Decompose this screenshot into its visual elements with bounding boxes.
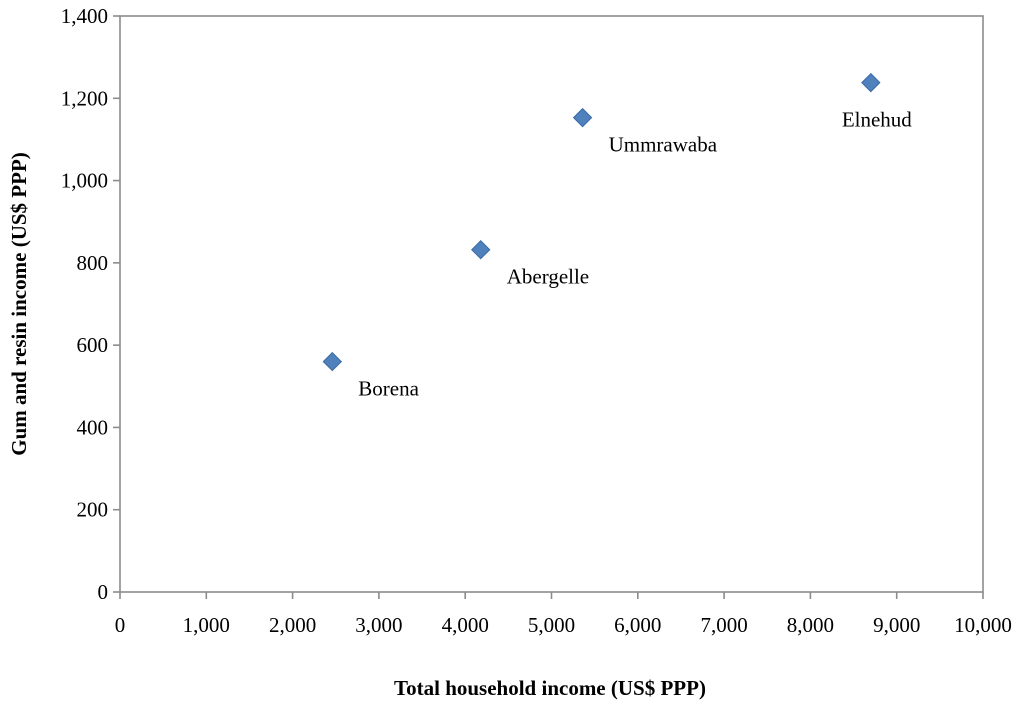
y-tick-label: 0 [98, 580, 109, 604]
x-tick-label: 5,000 [528, 613, 575, 637]
y-tick-label: 800 [77, 251, 109, 275]
y-axis-title: Gum and resin income (US$ PPP) [7, 152, 31, 456]
point-label: Elnehud [842, 108, 912, 132]
x-tick-label: 10,000 [954, 613, 1012, 637]
x-tick-label: 1,000 [183, 613, 230, 637]
x-axis: 0 1,000 2,000 3,000 4,000 5,000 6,000 7,000 8,00… [115, 592, 1012, 637]
y-axis: 0 200 400 600 800 1,000 1,200 1,400 [61, 4, 120, 604]
data-point-ummrawaba [572, 107, 593, 128]
x-axis-title: Total household income (US$ PPP) [394, 676, 706, 700]
y-tick-label: 400 [77, 415, 109, 439]
y-tick-label: 200 [77, 498, 109, 522]
y-tick-label: 1,400 [61, 4, 108, 28]
x-tick-label: 8,000 [787, 613, 834, 637]
x-tick-label: 9,000 [873, 613, 920, 637]
x-tick-label: 0 [115, 613, 126, 637]
data-point-elnehud [861, 72, 881, 93]
x-tick-label: 4,000 [442, 613, 489, 637]
y-tick-label: 1,200 [61, 86, 108, 110]
plot-area [119, 15, 984, 593]
x-tick-label: 7,000 [700, 613, 747, 637]
y-tick-label: 600 [77, 333, 109, 357]
data-point-abergelle [471, 239, 491, 260]
x-tick-label: 3,000 [355, 613, 402, 637]
data-point-borena [322, 351, 343, 372]
x-tick-label: 2,000 [269, 613, 316, 637]
point-label: Ummrawaba [609, 133, 718, 157]
x-tick-label: 6,000 [614, 613, 661, 637]
point-label: Abergelle [507, 265, 589, 289]
point-label: Borena [358, 377, 419, 401]
y-tick-label: 1,000 [61, 169, 108, 193]
data-points: Borena Abergelle Ummrawaba Elnehud [322, 72, 912, 401]
